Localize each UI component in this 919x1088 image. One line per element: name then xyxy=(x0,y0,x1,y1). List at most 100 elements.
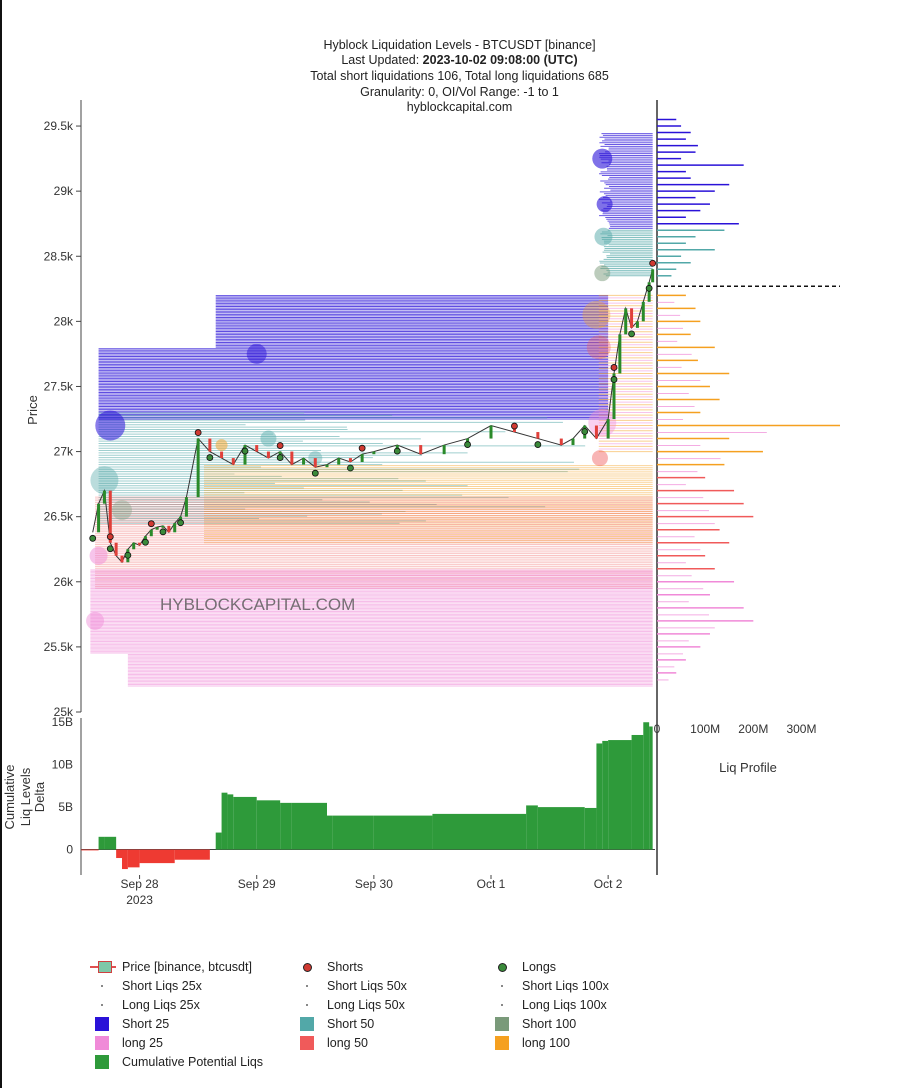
legend-item[interactable]: Long Liqs 100x xyxy=(490,996,607,1014)
cum-area-segment xyxy=(122,849,128,870)
cum-area-segment xyxy=(643,722,650,850)
legend-label: Short Liqs 100x xyxy=(522,979,609,993)
legend-swatch xyxy=(295,1016,323,1032)
short-marker xyxy=(147,520,155,528)
x-tick-label: 2023 xyxy=(126,893,153,907)
price-candle xyxy=(571,438,575,446)
long-marker xyxy=(347,464,354,472)
legend-item[interactable]: Short Liqs 100x xyxy=(490,977,609,995)
price-candle xyxy=(120,555,124,563)
legend-swatch xyxy=(295,959,323,975)
price-candle xyxy=(173,523,177,533)
price-candle xyxy=(635,321,639,328)
long-marker xyxy=(124,551,132,559)
legend-item[interactable]: Long Liqs 25x xyxy=(90,996,200,1014)
cum-axis-title-line: Delta xyxy=(32,781,47,812)
price-candle xyxy=(97,503,101,533)
legend-label: Price [binance, btcusdt] xyxy=(122,960,252,974)
legend-item[interactable]: long 100 xyxy=(490,1034,570,1052)
price-y-tick-label: 26k xyxy=(54,575,74,589)
price-axis-title: Price xyxy=(25,395,40,425)
long-marker xyxy=(534,441,542,448)
long-marker xyxy=(177,519,184,527)
liq-bubble xyxy=(594,265,611,282)
legend-item[interactable]: Short Liqs 50x xyxy=(295,977,407,995)
legend-swatch xyxy=(295,978,323,994)
cum-y-tick-label: 15B xyxy=(52,715,73,729)
price-y-tick-label: 28k xyxy=(54,314,74,328)
legend-swatch xyxy=(90,997,118,1013)
cum-area-segment xyxy=(81,849,99,851)
legend-item[interactable]: Short 50 xyxy=(295,1015,374,1033)
profile-axis-title: Liq Profile xyxy=(719,760,777,775)
cum-area-segment xyxy=(280,802,292,850)
price-candle xyxy=(220,451,224,459)
short-marker xyxy=(610,364,618,371)
legend-item[interactable]: Short Liqs 25x xyxy=(90,977,202,995)
price-candle xyxy=(114,542,118,556)
long-marker xyxy=(610,376,618,383)
legend-swatch xyxy=(490,997,518,1013)
cum-area-segment xyxy=(608,740,632,850)
price-candle xyxy=(489,425,493,439)
long-marker xyxy=(89,534,97,542)
liq-bubble xyxy=(95,410,126,441)
legend-label: Short Liqs 50x xyxy=(327,979,407,993)
long-marker xyxy=(393,447,401,455)
cum-area-segment xyxy=(233,796,257,850)
cum-axis-title-line: Cumulative xyxy=(2,764,17,829)
legend-swatch xyxy=(490,978,518,994)
profile-x-tick-label: 300M xyxy=(786,722,816,736)
last-updated: Last Updated: 2023-10-02 09:08:00 (UTC) xyxy=(0,53,919,67)
price-y-tick-label: 29.5k xyxy=(44,119,74,133)
price-candle xyxy=(559,438,563,446)
cum-area-segment xyxy=(584,807,597,850)
long-marker xyxy=(311,469,319,477)
cum-area-segment xyxy=(491,813,527,850)
legend-item[interactable]: Cumulative Potential Liqs xyxy=(90,1053,263,1071)
cum-area-segment xyxy=(221,792,228,850)
x-tick-label: Oct 1 xyxy=(477,877,506,891)
watermark: HYBLOCKCAPITAL.COM xyxy=(160,595,355,614)
legend-swatch xyxy=(490,1035,518,1051)
legend-item[interactable]: Short 25 xyxy=(90,1015,169,1033)
cum-y-tick-label: 10B xyxy=(52,758,73,772)
liq-bubble xyxy=(594,227,613,246)
long-marker xyxy=(106,545,114,553)
legend-swatch xyxy=(90,1054,118,1070)
liq-bubble xyxy=(591,450,608,467)
legend-item[interactable]: Shorts xyxy=(295,958,363,976)
legend-item[interactable]: Long Liqs 50x xyxy=(295,996,405,1014)
price-candle xyxy=(302,458,306,465)
price-candle xyxy=(161,525,165,528)
price-candle xyxy=(641,301,645,322)
x-tick-label: Oct 2 xyxy=(594,877,623,891)
legend-swatch xyxy=(295,997,323,1013)
liq-bubble xyxy=(89,546,108,565)
legend-label: long 50 xyxy=(327,1036,369,1050)
legend-item[interactable]: Price [binance, btcusdt] xyxy=(90,958,252,976)
long-marker xyxy=(276,454,284,461)
cum-area-segment xyxy=(227,794,234,850)
price-candle xyxy=(149,529,153,537)
legend-item[interactable]: Longs xyxy=(490,958,556,976)
long-marker xyxy=(628,330,635,338)
price-candle xyxy=(442,445,446,455)
legend-label: Short Liqs 25x xyxy=(122,979,202,993)
legend-label: Shorts xyxy=(327,960,364,974)
cum-area-segment xyxy=(291,802,327,850)
granularity: Granularity: 0, OI/Vol Range: -1 to 1 xyxy=(360,85,559,99)
legend-label: Short 100 xyxy=(522,1017,577,1031)
cum-area-segment xyxy=(116,849,122,859)
legend-item[interactable]: Short 100 xyxy=(490,1015,576,1033)
price-y-tick-label: 27k xyxy=(54,445,74,459)
cum-area-segment xyxy=(174,849,210,860)
legend-item[interactable]: long 50 xyxy=(295,1034,368,1052)
liq-bubble xyxy=(588,408,617,437)
legend-swatch xyxy=(90,1016,118,1032)
legend-item[interactable]: long 25 xyxy=(90,1034,163,1052)
legend-swatch xyxy=(295,1035,323,1051)
last-updated-prefix: Last Updated: xyxy=(341,53,423,67)
cum-area-segment xyxy=(596,743,603,850)
